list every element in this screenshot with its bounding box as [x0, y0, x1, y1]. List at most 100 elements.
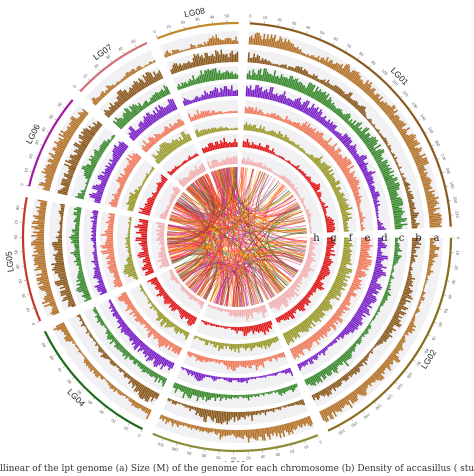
density-track-h [268, 237, 318, 311]
ideogram-lg06 [28, 99, 74, 187]
tick-label: 0 [30, 321, 36, 326]
tick-label: 10 [25, 306, 31, 313]
density-tracks [30, 31, 443, 444]
tick-label: 110 [156, 441, 164, 448]
tick-mark [437, 158, 440, 160]
tick-mark [183, 26, 185, 29]
synteny-link [202, 256, 302, 299]
density-track-a [159, 414, 314, 443]
synteny-link [191, 267, 249, 307]
tick-label: 50 [224, 13, 229, 18]
tick-label: 50 [245, 456, 250, 461]
tick-mark [161, 438, 164, 442]
tick-label: 10 [122, 425, 129, 432]
synteny-link [267, 207, 301, 274]
tick-mark [62, 366, 66, 368]
density-track-h [155, 222, 170, 268]
synteny-link [215, 170, 307, 233]
tick-mark [404, 371, 407, 374]
synteny-link [192, 182, 245, 307]
tick-label: 70 [13, 219, 18, 225]
tick-label: 40 [15, 264, 21, 270]
synteny-link [196, 209, 302, 295]
tick-label: 150 [427, 126, 435, 135]
tick-label: 10 [263, 15, 269, 21]
synteny-link [167, 167, 242, 228]
tick-label: 70 [215, 455, 221, 460]
density-track-f [193, 335, 279, 353]
ideogram-lg03 [152, 432, 319, 453]
tick-label: 60 [333, 36, 340, 43]
density-track-e [187, 109, 238, 122]
tick-mark [306, 31, 308, 34]
tick-label: 150 [350, 421, 359, 429]
ideogram-lg07 [79, 41, 148, 93]
tick-mark [169, 30, 171, 33]
synteny-links [166, 166, 308, 308]
tick-label: 0 [249, 13, 252, 18]
tick-label: 160 [434, 139, 442, 148]
tick-mark [29, 171, 32, 173]
synteny-link [187, 187, 292, 282]
tick-mark [110, 60, 112, 63]
tick-mark [72, 377, 75, 380]
density-track-c [112, 85, 171, 130]
tick-mark [304, 441, 306, 444]
density-track-h [207, 304, 268, 321]
density-track-a [91, 59, 156, 106]
tick-mark [27, 294, 30, 296]
tick-mark [395, 382, 398, 385]
synteny-link [170, 253, 224, 305]
tick-label: 30 [98, 408, 105, 415]
tick-mark [318, 436, 320, 439]
tick-label: 200 [452, 196, 458, 204]
synteny-link [241, 271, 255, 307]
track-label-e: e [365, 233, 371, 244]
chromosome-label-lg01: LG01 [389, 65, 411, 87]
tick-label: 0 [153, 28, 158, 34]
tick-label: 100 [170, 446, 179, 453]
tick-label: 10 [166, 23, 173, 29]
synteny-link [200, 250, 305, 297]
tick-label: 70 [56, 366, 63, 373]
tick-mark [400, 95, 403, 98]
chromosome-ideogram: 0 10 2030405060708090100110120130140150160… [13, 13, 461, 461]
tick-mark [446, 185, 449, 187]
tick-mark [442, 171, 445, 173]
track-label-a: a [434, 233, 440, 244]
tick-label: 80 [48, 354, 55, 361]
density-track-c [176, 68, 239, 91]
tick-label: 40 [260, 454, 266, 460]
tick-mark [127, 423, 130, 426]
synteny-link [166, 171, 220, 240]
tick-mark [380, 74, 383, 77]
tick-mark [77, 88, 80, 91]
synteny-link [241, 168, 253, 307]
density-track-d [297, 237, 388, 371]
ideogram-lg05 [21, 197, 42, 322]
density-track-f [194, 126, 238, 138]
tick-label: 90 [370, 59, 377, 66]
tick-mark [155, 35, 158, 38]
tick-label: 90 [186, 450, 192, 456]
tick-label: 0 [19, 182, 25, 186]
circos-plot: 0 10 2030405060708090100110120130140150160… [3, 5, 461, 462]
tick-label: 10 [82, 72, 89, 79]
tick-label: 30 [105, 53, 112, 60]
synteny-link [168, 247, 292, 282]
chromosome-label-lg04: LG04 [65, 387, 87, 409]
density-track-d [108, 299, 175, 371]
density-track-c [304, 237, 402, 386]
tick-mark [87, 78, 90, 81]
density-track-b [247, 52, 420, 229]
tick-label: 210 [455, 211, 461, 219]
density-track-c [75, 134, 116, 200]
density-track-a [248, 32, 443, 228]
track-label-g: g [330, 233, 337, 244]
tick-label: 20 [93, 62, 100, 69]
track-label-h: h [313, 233, 320, 244]
tick-mark [363, 411, 365, 414]
density-track-b [311, 237, 422, 401]
tick-mark [385, 392, 388, 395]
density-track-g [147, 276, 198, 326]
